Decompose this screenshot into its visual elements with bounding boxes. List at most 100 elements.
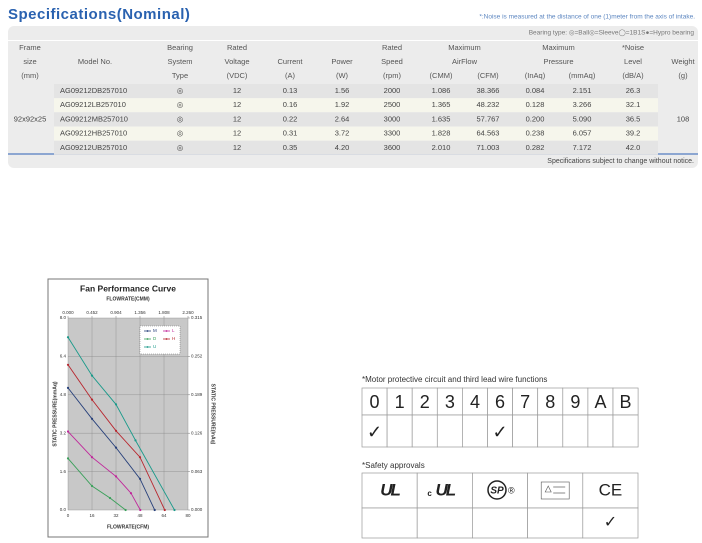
approval-check-cell: [416, 507, 473, 539]
series-point: [66, 430, 70, 433]
column-header: *Noise: [622, 43, 644, 52]
function-code: B: [620, 392, 632, 412]
series-point: [173, 508, 176, 512]
cell: 0.16: [283, 100, 298, 109]
check-mark: ✓: [604, 514, 617, 531]
series-point: [129, 492, 133, 495]
approval-suffix: ®: [508, 485, 515, 495]
column-header: Speed: [381, 57, 403, 66]
column-header: Weight: [671, 57, 695, 66]
cell: 0.084: [526, 86, 545, 95]
x2-tick-label: 0.452: [86, 310, 98, 315]
function-code: 1: [395, 392, 405, 412]
approval-icon-mark: [544, 485, 552, 493]
series-point: [90, 456, 94, 459]
frame-size: 92x92x25: [14, 114, 47, 123]
column-header: size: [23, 57, 36, 66]
column-header: (CFM): [477, 71, 499, 80]
function-code: 7: [520, 392, 530, 412]
legend-label: D: [153, 336, 157, 341]
function-code: 4: [470, 392, 480, 412]
approval-icon: [540, 481, 570, 500]
series-point: [153, 508, 156, 512]
function-cell: [436, 387, 463, 416]
title: Specifications(Nominal): [8, 6, 190, 23]
series-point: [114, 475, 118, 478]
x2-tick-label: 0.904: [110, 310, 122, 315]
cell: 0.13: [283, 86, 298, 95]
divider: [8, 40, 698, 41]
approval-logo: CE: [599, 480, 623, 499]
cell: 0.31: [283, 129, 298, 138]
cell: 12: [233, 86, 241, 95]
y2-tick-label: 0.000: [191, 507, 203, 512]
cell: 12: [233, 129, 241, 138]
function-code: 0: [370, 392, 380, 412]
series-point: [124, 508, 127, 512]
series-point: [90, 484, 94, 488]
approval-check-cell: [527, 507, 584, 539]
cell: 39.2: [626, 129, 641, 138]
x2-label: FLOWRATE(CMM): [106, 296, 150, 302]
legend-dot: [165, 338, 168, 340]
bearing-legend: Bearing type: ◎=Ball◎=Sleeve◯=1B1S●=Hypr…: [529, 29, 695, 37]
function-code: 8: [545, 392, 555, 412]
cell: 1.828: [432, 129, 451, 138]
approval-prefix: c: [427, 489, 432, 498]
cell: 2.010: [432, 143, 451, 152]
x2-tick-label: 0.000: [62, 310, 74, 315]
row-bg: [54, 98, 658, 113]
group-header: Maximum: [542, 43, 575, 52]
series-point: [163, 508, 166, 512]
cell: 3300: [384, 129, 401, 138]
y-tick-label: 1.6: [60, 469, 67, 474]
group-header: Maximum: [448, 43, 481, 52]
approval-logo: UL: [380, 480, 400, 499]
cell: 2.151: [573, 86, 592, 95]
column-header: Model No.: [78, 57, 112, 66]
cell: AG09212DB257010: [60, 86, 127, 95]
column-header: Type: [172, 71, 188, 80]
column-header: (mmAq): [569, 71, 596, 80]
legend-dot: [146, 346, 149, 348]
x-tick-label: 48: [137, 513, 143, 518]
x-tick-label: 16: [89, 513, 95, 518]
function-check-cell: [512, 414, 539, 448]
approval-logo: UL: [435, 480, 455, 499]
cell: 1.92: [335, 100, 350, 109]
series-point: [90, 417, 94, 420]
function-check-cell: [487, 414, 513, 448]
series-point: [134, 439, 137, 442]
y-tick-label: 4.8: [60, 392, 67, 397]
function-check-cell: [612, 414, 639, 448]
cell: 4.20: [335, 143, 350, 152]
cell: 36.5: [626, 114, 641, 123]
function-cell: [411, 387, 438, 416]
cell: AG09212UB257010: [60, 143, 127, 152]
column-header: (InAq): [525, 71, 546, 80]
column-header: Power: [331, 57, 353, 66]
y2-tick-label: 0.252: [191, 354, 203, 359]
cell: 0.238: [526, 129, 545, 138]
row-bg: [54, 112, 658, 127]
cell: AG09212LB257010: [60, 100, 126, 109]
check-mark: ✓: [367, 422, 382, 442]
series-point: [66, 386, 70, 389]
cell: ◎: [177, 143, 184, 152]
y2-tick-label: 0.126: [191, 430, 203, 435]
column-header: (g): [678, 71, 688, 80]
cell: ◎: [177, 100, 184, 109]
cell: 2000: [384, 86, 401, 95]
cell: 1.086: [432, 86, 451, 95]
cell: AG09212HB257010: [60, 129, 127, 138]
row-bg: [54, 140, 658, 155]
function-check-cell: [462, 414, 488, 448]
approval-cell: [582, 472, 639, 509]
series-line: [67, 458, 126, 511]
approval-logo: SP: [490, 486, 504, 497]
function-cell: [462, 387, 488, 416]
x2-tick-label: 1.808: [158, 310, 170, 315]
chart-title: Fan Performance Curve: [80, 283, 176, 293]
function-check-cell: [436, 414, 463, 448]
